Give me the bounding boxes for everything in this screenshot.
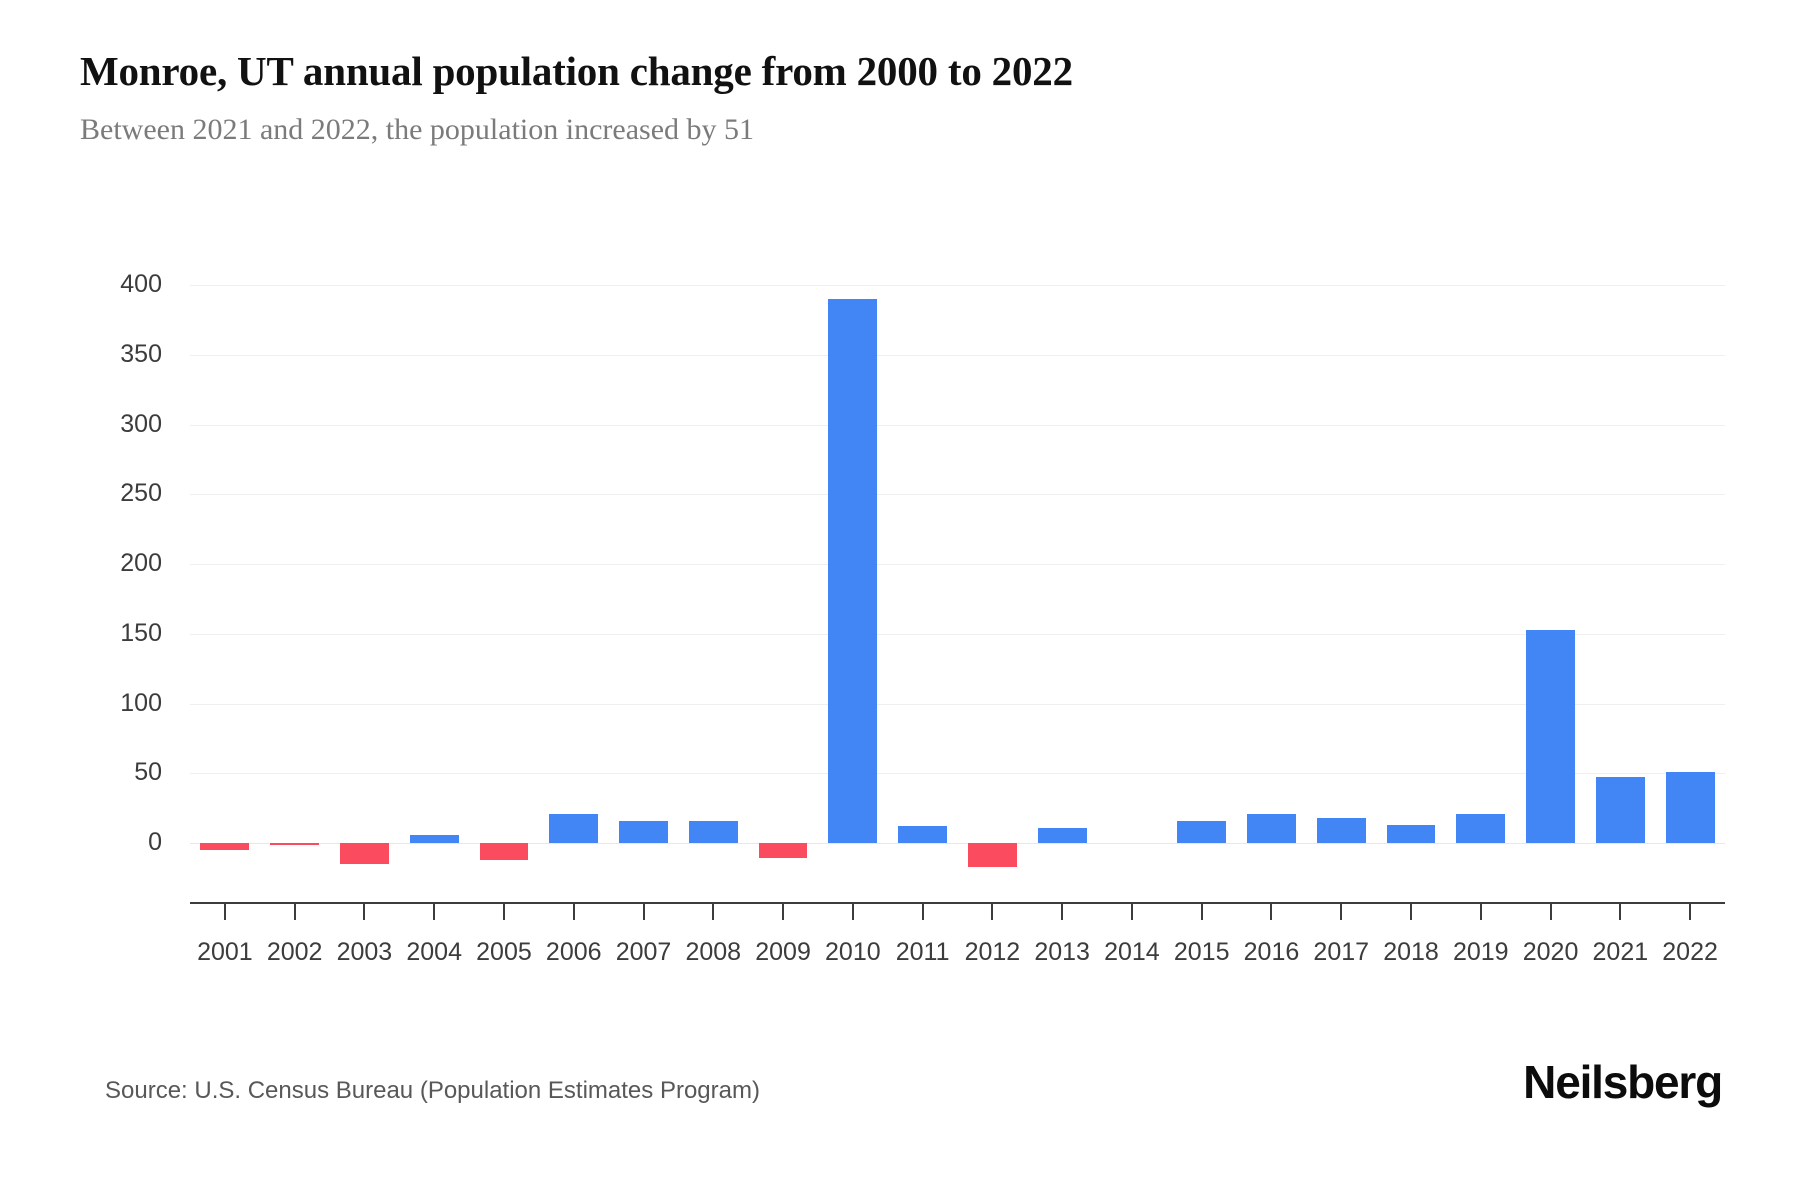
x-tick-label: 2016 <box>1243 938 1300 966</box>
chart-subtitle: Between 2021 and 2022, the population in… <box>80 113 755 147</box>
x-tick-label: 2020 <box>1522 938 1579 966</box>
x-axis-tick <box>363 902 366 920</box>
zero-gridline <box>190 843 1725 844</box>
x-tick-label: 2003 <box>336 938 393 966</box>
x-tick-label: 2017 <box>1313 938 1370 966</box>
gridline <box>190 285 1725 286</box>
bar[interactable] <box>1456 813 1506 843</box>
y-tick-label: 100 <box>120 688 162 717</box>
x-tick-label: 2009 <box>755 938 811 966</box>
bar[interactable] <box>1386 824 1436 843</box>
bar[interactable] <box>409 834 459 843</box>
x-tick-label: 2014 <box>1104 938 1160 966</box>
bar[interactable] <box>688 820 738 843</box>
bar[interactable] <box>967 843 1017 867</box>
bar[interactable] <box>619 820 668 843</box>
x-axis-tick <box>1549 902 1552 920</box>
x-axis-tick <box>1200 902 1203 920</box>
gridline <box>190 494 1725 496</box>
gridline <box>190 633 1725 635</box>
bar[interactable] <box>898 826 948 843</box>
y-tick-label: 150 <box>120 618 162 647</box>
x-tick-label: 2022 <box>1662 938 1718 966</box>
bar[interactable] <box>479 843 529 860</box>
x-axis-tick <box>991 902 994 920</box>
x-axis-tick <box>223 902 226 920</box>
bars-group <box>190 0 1725 1200</box>
bar[interactable] <box>1177 820 1227 843</box>
bar[interactable] <box>1316 817 1366 843</box>
x-tick-label: 2015 <box>1173 938 1230 966</box>
x-axis-tick <box>1689 902 1692 920</box>
x-tick-label: 2010 <box>825 938 881 966</box>
x-tick-label: 2001 <box>197 938 253 966</box>
bar[interactable] <box>200 843 250 850</box>
x-axis-tick <box>1479 902 1482 920</box>
gridline <box>190 354 1725 356</box>
y-tick-label: 50 <box>134 758 162 787</box>
x-axis-tick <box>572 902 575 920</box>
source-note: Source: U.S. Census Bureau (Population E… <box>105 1077 760 1104</box>
bar[interactable] <box>758 843 808 859</box>
x-axis-tick <box>1130 902 1133 920</box>
x-axis-tick <box>782 902 785 920</box>
brand-logo: Neilsberg <box>1523 1056 1723 1108</box>
bar[interactable] <box>340 843 389 864</box>
x-tick-label: 2006 <box>545 938 602 966</box>
x-tick-label: 2018 <box>1383 938 1439 966</box>
bar[interactable] <box>1595 777 1645 843</box>
y-tick-label: 300 <box>120 409 162 438</box>
x-axis-tick <box>921 902 924 920</box>
x-tick-label: 2013 <box>1034 938 1090 966</box>
x-tick-label: 2002 <box>266 938 323 966</box>
bar[interactable] <box>828 298 878 843</box>
x-tick-label: 2005 <box>476 938 532 966</box>
x-tick-label: 2008 <box>685 938 742 966</box>
gridline <box>190 773 1725 775</box>
bar[interactable] <box>270 843 320 845</box>
gridline <box>190 424 1725 426</box>
bar[interactable] <box>1526 629 1575 843</box>
y-tick-label: 350 <box>120 339 162 368</box>
x-axis-tick <box>851 902 854 920</box>
x-axis-tick <box>642 902 645 920</box>
y-tick-label: 0 <box>148 828 162 856</box>
bar[interactable] <box>549 813 599 843</box>
x-axis-line <box>190 902 1725 904</box>
bar[interactable] <box>1037 827 1087 843</box>
x-axis-tick <box>293 902 296 920</box>
x-tick-label: 2012 <box>964 938 1021 966</box>
x-axis-tick <box>502 902 505 920</box>
x-axis-tick <box>1270 902 1273 920</box>
bar[interactable] <box>1665 771 1715 843</box>
y-tick-label: 250 <box>120 479 162 508</box>
x-tick-label: 2019 <box>1452 938 1509 966</box>
bar[interactable] <box>1247 813 1296 843</box>
chart-header: Monroe, UT annual population change from… <box>80 48 1720 148</box>
x-axis-tick <box>1619 902 1622 920</box>
gridline <box>190 703 1725 705</box>
x-tick-label: 2007 <box>615 938 672 966</box>
x-axis-tick <box>1061 902 1064 920</box>
y-tick-label: 200 <box>120 549 162 577</box>
gridline <box>190 564 1725 565</box>
x-tick-label: 2021 <box>1592 938 1649 966</box>
x-axis-tick <box>433 902 436 920</box>
x-axis-tick <box>1340 902 1343 920</box>
y-tick-label: 400 <box>120 270 162 298</box>
x-tick-label: 2004 <box>406 938 462 966</box>
page-title: Monroe, UT annual population change from… <box>80 48 1073 94</box>
x-tick-label: 2011 <box>895 938 950 966</box>
x-axis-tick <box>1410 902 1413 920</box>
x-axis-tick <box>712 902 715 920</box>
